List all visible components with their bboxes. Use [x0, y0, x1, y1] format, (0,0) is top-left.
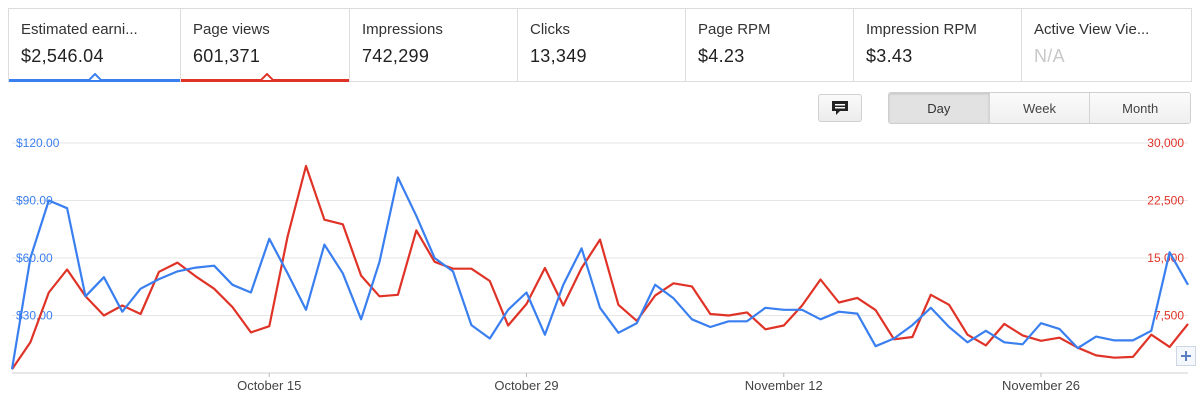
granularity-week-button[interactable]: Week: [988, 93, 1090, 123]
metric-value: $3.43: [866, 46, 913, 66]
series-line-estimated-earnings: [10, 176, 1189, 370]
metric-tile-impressions[interactable]: Impressions 742,299: [349, 8, 518, 82]
metric-tiles: Estimated earni... $2,546.04 Page views …: [8, 8, 1192, 82]
series-line-page-views: [11, 164, 1189, 370]
metric-value: $2,546.04: [21, 46, 104, 66]
selected-notch-icon: [89, 73, 101, 80]
x-tick-label: November 12: [745, 378, 823, 393]
y-right-tick-label: 7,500: [1154, 309, 1184, 323]
metric-value: 742,299: [362, 46, 430, 66]
metric-tile-page-rpm[interactable]: Page RPM $4.23: [685, 8, 854, 82]
plus-icon: [1181, 351, 1191, 361]
y-right-tick-label: 22,500: [1147, 194, 1184, 208]
y-left-tick-label: $60.00: [16, 251, 53, 265]
y-right-tick-label: 30,000: [1147, 136, 1184, 150]
selected-notch-icon: [261, 73, 273, 80]
y-left-tick-label: $90.00: [16, 194, 53, 208]
metric-tile-impression-rpm[interactable]: Impression RPM $3.43: [853, 8, 1022, 82]
expand-button[interactable]: [1176, 346, 1196, 366]
metric-value: 13,349: [530, 46, 587, 66]
y-left-tick-label: $120.00: [16, 136, 60, 150]
y-right-tick-label: 15,000: [1147, 251, 1184, 265]
metric-tile-page-views[interactable]: Page views 601,371: [180, 8, 350, 82]
metric-tile-active-view[interactable]: Active View Vie... N/A: [1021, 8, 1192, 82]
granularity-selector: Day Week Month: [888, 92, 1191, 124]
y-left-tick-label: $30.00: [16, 309, 53, 323]
metric-value: $4.23: [698, 46, 745, 66]
comment-button[interactable]: [818, 94, 862, 122]
granularity-day-button[interactable]: Day: [889, 93, 989, 123]
metric-tile-estimated-earnings[interactable]: Estimated earni... $2,546.04: [8, 8, 181, 82]
selected-underline: [181, 79, 349, 82]
x-tick-label: October 29: [494, 378, 558, 393]
selected-underline: [9, 79, 180, 82]
comment-icon: [832, 101, 848, 115]
metric-value: N/A: [1034, 46, 1065, 66]
x-tick-label: October 15: [237, 378, 301, 393]
metric-value: 601,371: [193, 46, 261, 66]
x-tick-label: November 26: [1002, 378, 1080, 393]
granularity-month-button[interactable]: Month: [1089, 93, 1190, 123]
metric-tile-clicks[interactable]: Clicks 13,349: [517, 8, 686, 82]
